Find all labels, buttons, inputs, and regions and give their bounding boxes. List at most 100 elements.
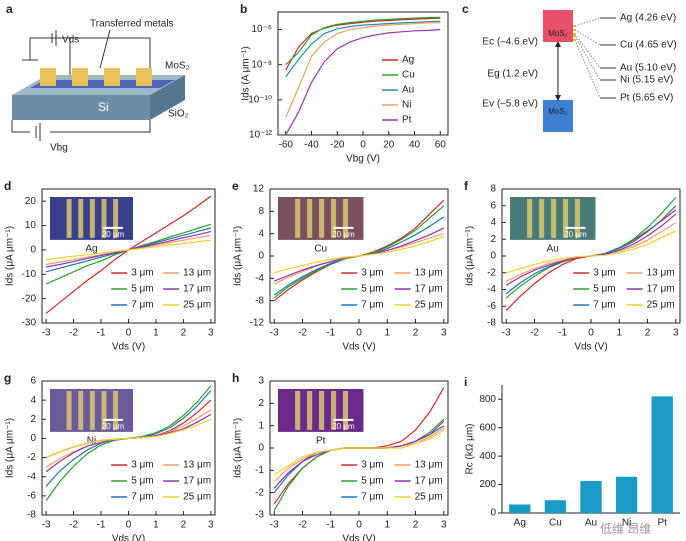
metals-label: Transferred metals: [90, 19, 174, 30]
x-tick-label: -60: [279, 140, 294, 151]
legend-label: 17 μm: [647, 284, 675, 295]
legend-label: 7 μm: [593, 300, 615, 311]
x-tick-label: Cu: [549, 518, 562, 529]
y-axis-label: Rc (kΩ μm): [465, 423, 476, 474]
inset-label: Ni: [87, 436, 96, 447]
inset-electrode: [574, 199, 581, 238]
legend-label: 3 μm: [361, 268, 383, 279]
valence-box: [543, 100, 573, 132]
x-tick-label: 60: [435, 140, 447, 151]
x-tick-label: 1: [153, 328, 159, 339]
line: [285, 22, 441, 118]
y-tick-label: 1: [258, 420, 264, 431]
legend-label: 25 μm: [647, 300, 675, 311]
y-tick-label: -6: [27, 490, 36, 501]
inset-electrode: [527, 199, 533, 238]
x-tick-label: 3: [208, 520, 214, 531]
y-tick-label: -4: [255, 273, 264, 284]
x-tick-label: 3: [441, 328, 447, 339]
level-dot: [573, 33, 576, 35]
legend-label: 7 μm: [131, 492, 153, 503]
bar: [651, 396, 673, 513]
x-axis-label: Vds (V): [342, 534, 375, 541]
x-tick-label: 3: [208, 328, 214, 339]
si-label: Si: [98, 100, 109, 114]
electrode: [104, 68, 120, 86]
y-tick-label: 800: [479, 394, 496, 405]
legend-label: 13 μm: [183, 460, 211, 471]
inset-electrode: [342, 199, 349, 238]
scale-bar-label: 20 μm: [564, 230, 587, 239]
bar: [580, 481, 602, 513]
legend-label: 3 μm: [361, 460, 383, 471]
x-axis-label: Vds (V): [574, 342, 607, 353]
dotted-link: [574, 39, 601, 99]
x-tick-label: 20: [383, 140, 395, 151]
inset-label: Pt: [316, 436, 326, 447]
y-tick-label: -20: [22, 293, 37, 304]
legend-label: 3 μm: [131, 268, 153, 279]
y-axis-label: Ids (A μm⁻¹): [241, 46, 252, 100]
y-tick-label: 0: [258, 251, 264, 262]
legend-label: 5 μm: [131, 476, 153, 487]
y-tick-label: 20: [25, 196, 37, 207]
panel-label: g: [4, 371, 11, 385]
y-tick-label: -1: [255, 465, 264, 476]
legend-label: 5 μm: [593, 284, 615, 295]
x-tick-label: Ag: [514, 518, 526, 529]
y-tick-label: -4: [27, 471, 36, 482]
y-tick-label: 10: [25, 220, 37, 231]
inset-electrode: [89, 391, 95, 430]
inset-electrode: [330, 391, 337, 430]
y-tick-label: 0: [490, 508, 496, 519]
dotted-link: [574, 17, 601, 27]
inset-electrode: [330, 199, 337, 238]
x-tick-label: -3: [42, 520, 51, 531]
vds-label: Vds: [62, 35, 79, 46]
inset-electrode: [78, 391, 84, 430]
y-axis-label: Ids (μA μm⁻¹): [233, 418, 244, 478]
y-tick-label: 6: [30, 376, 36, 387]
legend-label: 5 μm: [361, 284, 383, 295]
panel-label: i: [464, 375, 467, 389]
scale-bar-label: 20 μm: [332, 230, 355, 239]
y-tick-label: -6: [487, 301, 496, 312]
y-axis-label: Ids (μA μm⁻¹): [5, 418, 16, 478]
y-axis-label: Ids (μA μm⁻¹): [5, 226, 16, 286]
metal-label: Ag (4.26 eV): [620, 13, 676, 24]
metal-label: Cu (4.65 eV): [620, 40, 677, 51]
x-tick-label: 1: [384, 328, 390, 339]
legend-label: 7 μm: [131, 300, 153, 311]
level-dot: [573, 35, 576, 37]
y-tick-label: 6: [490, 200, 496, 211]
conduction-box: [543, 10, 573, 42]
x-tick-label: 2: [413, 328, 419, 339]
bar: [615, 476, 638, 513]
x-tick-label: 1: [616, 328, 622, 339]
panel-label: a: [6, 2, 13, 16]
x-tick-label: 40: [409, 140, 421, 151]
x-tick-label: 0: [126, 328, 132, 339]
x-tick-label: -2: [69, 520, 78, 531]
y-tick-label: 8: [490, 184, 496, 195]
inset-label: Cu: [314, 244, 327, 255]
x-tick-label: Pt: [657, 518, 667, 529]
electrode: [72, 68, 88, 86]
legend-label: Cu: [402, 70, 415, 81]
legend-label: 7 μm: [361, 492, 383, 503]
y-tick-label: -30: [22, 318, 37, 329]
y-tick-label: -3: [255, 510, 264, 521]
y-tick-label: 4: [258, 228, 264, 239]
y-tick-label: 600: [479, 422, 496, 433]
legend-label: 5 μm: [131, 284, 153, 295]
inset-electrode: [113, 199, 119, 238]
x-tick-label: 1: [384, 520, 390, 531]
inset-electrode: [307, 391, 313, 430]
legend-label: 13 μm: [415, 268, 443, 279]
panel-label: c: [462, 2, 469, 16]
legend-label: 17 μm: [415, 476, 443, 487]
x-tick-label: -1: [97, 328, 106, 339]
inset-electrode: [562, 199, 569, 238]
inset-electrode: [101, 391, 107, 430]
metal-label: Pt (5.65 eV): [620, 93, 673, 104]
